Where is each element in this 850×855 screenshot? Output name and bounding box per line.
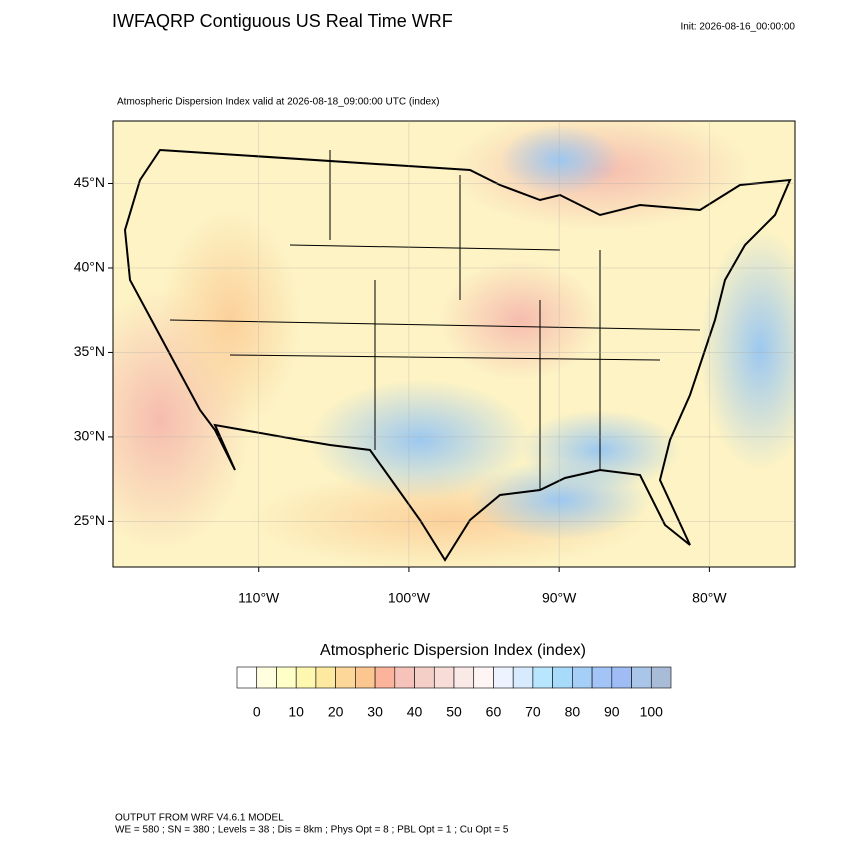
- map-frame: [112, 120, 796, 568]
- lat-label: 40°N: [74, 259, 105, 275]
- colorbar-title: Atmospheric Dispersion Index (index): [320, 642, 586, 659]
- colorbar-box: [512, 666, 534, 689]
- init-time: Init: 2026-08-16_00:00:00: [680, 22, 795, 33]
- lon-label: 80°W: [692, 590, 727, 606]
- colorbar-box: [650, 666, 672, 689]
- colorbar-label: 10: [288, 704, 304, 720]
- colorbar-label: 0: [253, 704, 261, 720]
- colorbar-box: [236, 666, 258, 689]
- lat-label: 35°N: [74, 343, 105, 359]
- colorbar-box: [276, 666, 297, 689]
- colorbar-label: 30: [367, 704, 383, 720]
- colorbar-box: [295, 666, 317, 689]
- colorbar-box: [374, 666, 396, 689]
- colorbar-label: 80: [565, 704, 581, 720]
- state-borders: [169, 150, 701, 490]
- colorbar-box: [532, 666, 553, 689]
- colorbar-label: 50: [446, 704, 462, 720]
- colorbar-box: [414, 666, 435, 689]
- colorbar-box: [552, 666, 573, 689]
- lat-label: 30°N: [74, 428, 105, 444]
- colorbar-box: [631, 666, 652, 689]
- colorbar-box: [394, 666, 415, 689]
- colorbar-box: [315, 666, 336, 689]
- colorbar-box: [355, 666, 376, 689]
- colorbar-box: [572, 666, 593, 689]
- colorbar-label: 20: [328, 704, 344, 720]
- lat-label: 45°N: [74, 174, 105, 190]
- lat-label: 25°N: [74, 512, 105, 528]
- footer-line: OUTPUT FROM WRF V4.6.1 MODEL: [115, 813, 284, 824]
- footer-line: WE = 580 ; SN = 380 ; Levels = 38 ; Dis …: [115, 825, 509, 836]
- colorbar-box: [611, 666, 632, 689]
- colorbar-box: [493, 666, 514, 689]
- colorbar-box: [256, 666, 277, 689]
- colorbar-label: 90: [604, 704, 620, 720]
- colorbar-box: [453, 666, 475, 689]
- title: IWFAQRP Contiguous US Real Time WRF: [112, 11, 453, 31]
- colorbar-label: 100: [640, 704, 664, 720]
- colorbar-label: 40: [407, 704, 423, 720]
- colorbar-box: [335, 666, 356, 689]
- colorbar-label: 70: [525, 704, 541, 720]
- coastline: [123, 148, 792, 562]
- colorbar-label: 60: [486, 704, 502, 720]
- colorbar-box: [433, 666, 455, 689]
- colorbar-box: [591, 666, 613, 689]
- map-subtitle: Atmospheric Dispersion Index valid at 20…: [117, 97, 439, 108]
- lon-label: 110°W: [238, 590, 280, 606]
- lon-label: 100°W: [388, 590, 431, 606]
- lon-label: 90°W: [542, 590, 577, 606]
- colorbar-box: [473, 666, 494, 689]
- map-field: [113, 121, 795, 567]
